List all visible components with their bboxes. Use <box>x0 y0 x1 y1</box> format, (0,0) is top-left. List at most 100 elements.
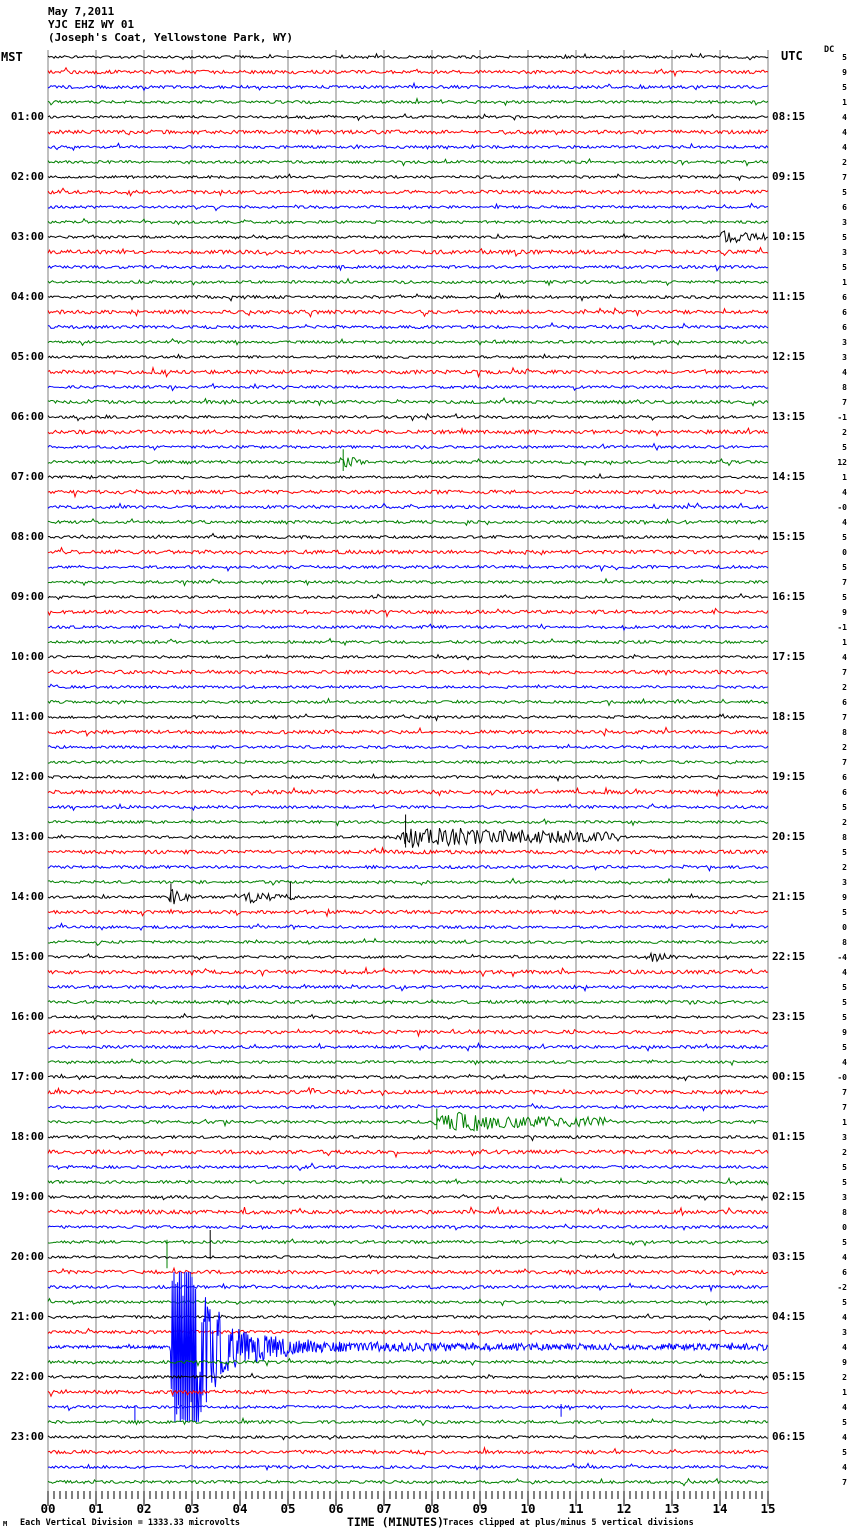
dc-value: 7 <box>842 1478 847 1487</box>
dc-value: 2 <box>842 428 847 437</box>
trace-row-31 <box>47 517 769 527</box>
utc-time-label: 06:15 <box>772 1430 806 1443</box>
utc-time-label: 16:15 <box>772 590 806 603</box>
dc-value: 7 <box>842 1103 847 1112</box>
dc-value: 5 <box>842 1163 847 1172</box>
trace-row-93 <box>47 1445 769 1456</box>
dc-value: 7 <box>842 713 847 722</box>
dc-value: 4 <box>842 488 847 497</box>
dc-value: 4 <box>842 1343 847 1352</box>
dc-value: 5 <box>842 443 847 452</box>
dc-value: 0 <box>842 548 847 557</box>
dc-value: 1 <box>842 1118 847 1127</box>
dc-value: 2 <box>842 158 847 167</box>
trace-row-20 <box>47 353 769 360</box>
dc-value: 5 <box>842 1013 847 1022</box>
trace-row-75 <box>47 1176 769 1186</box>
trace-row-61 <box>47 965 769 978</box>
dc-value: -4 <box>837 953 847 962</box>
x-tick-label: 06 <box>328 1501 344 1516</box>
dc-value: 4 <box>842 368 847 377</box>
dc-value: 7 <box>842 668 847 677</box>
trace-row-10 <box>48 202 769 212</box>
header-station: YJC EHZ WY 01 <box>48 18 135 31</box>
x-tick-label: 02 <box>136 1501 152 1516</box>
trace-row-90 <box>47 1403 769 1422</box>
trace-row-48 <box>47 772 769 783</box>
dc-value: 6 <box>842 308 847 317</box>
trace-row-58 <box>47 922 769 931</box>
x-tick-label: 15 <box>760 1501 776 1516</box>
dc-value: 2 <box>842 1148 847 1157</box>
dc-axis-label: DC <box>824 45 835 55</box>
dc-value: 3 <box>842 1193 847 1202</box>
mst-time-label: 02:00 <box>10 170 44 183</box>
dc-value: 6 <box>842 773 847 782</box>
dc-value: 5 <box>842 593 847 602</box>
trace-row-77 <box>47 1205 769 1217</box>
dc-value: 5 <box>842 803 847 812</box>
mst-time-label: 11:00 <box>10 710 44 723</box>
left-axis-label: MST <box>1 50 23 64</box>
trace-row-21 <box>47 365 769 379</box>
mst-time-label: 23:00 <box>10 1430 44 1443</box>
dc-value: 5 <box>842 188 847 197</box>
trace-row-8 <box>47 173 769 182</box>
trace-row-52 <box>47 814 769 848</box>
mst-time-label: 22:00 <box>10 1370 44 1383</box>
trace-row-38 <box>47 622 769 632</box>
x-tick-label: 07 <box>376 1501 392 1516</box>
trace-row-80 <box>47 1230 769 1260</box>
x-tick-label: 08 <box>424 1501 440 1516</box>
trace-row-4 <box>47 113 769 122</box>
trace-row-69 <box>47 1086 769 1097</box>
trace-row-49 <box>47 786 769 798</box>
x-tick-label: 14 <box>712 1501 728 1516</box>
trace-row-13 <box>47 246 769 258</box>
utc-time-label: 01:15 <box>772 1130 806 1143</box>
trace-row-41 <box>47 669 769 676</box>
dc-value: 6 <box>842 293 847 302</box>
trace-row-50 <box>47 802 769 812</box>
trace-row-82 <box>47 1282 769 1293</box>
x-tick-label: 03 <box>184 1501 200 1516</box>
trace-row-47 <box>47 759 769 765</box>
trace-row-42 <box>47 683 769 690</box>
trace-row-62 <box>47 983 769 993</box>
trace-row-64 <box>47 1012 769 1021</box>
dc-value: 4 <box>842 1058 847 1067</box>
dc-value: 4 <box>842 1463 847 1472</box>
mst-time-label: 08:00 <box>10 530 44 543</box>
utc-time-label: 18:15 <box>772 710 806 723</box>
dc-value: 0 <box>842 1223 847 1232</box>
trace-row-57 <box>47 907 769 918</box>
utc-time-label: 15:15 <box>772 530 806 543</box>
dc-value: 6 <box>842 203 847 212</box>
trace-row-11 <box>47 217 769 226</box>
trace-row-35 <box>47 577 769 587</box>
dc-value: 4 <box>842 143 847 152</box>
trace-row-73 <box>47 1148 769 1159</box>
trace-row-30 <box>47 502 769 510</box>
trace-row-26 <box>47 442 769 452</box>
trace-row-1 <box>47 66 769 78</box>
dc-value: 2 <box>842 818 847 827</box>
trace-row-55 <box>47 877 769 886</box>
trace-row-88 <box>47 1372 769 1381</box>
trace-row-65 <box>47 1028 769 1038</box>
trace-row-87 <box>47 1357 769 1368</box>
dc-value: 5 <box>842 1178 847 1187</box>
trace-row-54 <box>47 864 769 872</box>
trace-row-81 <box>47 1266 769 1276</box>
trace-row-33 <box>47 546 769 556</box>
dc-value: 6 <box>842 788 847 797</box>
dc-value: 5 <box>842 1418 847 1427</box>
utc-time-label: 12:15 <box>772 350 806 363</box>
watermark: M <box>3 1520 8 1528</box>
mst-time-label: 01:00 <box>10 110 44 123</box>
dc-value: 3 <box>842 353 847 362</box>
dc-value: 5 <box>842 848 847 857</box>
trace-row-71 <box>47 1108 769 1132</box>
trace-row-28 <box>47 472 769 480</box>
